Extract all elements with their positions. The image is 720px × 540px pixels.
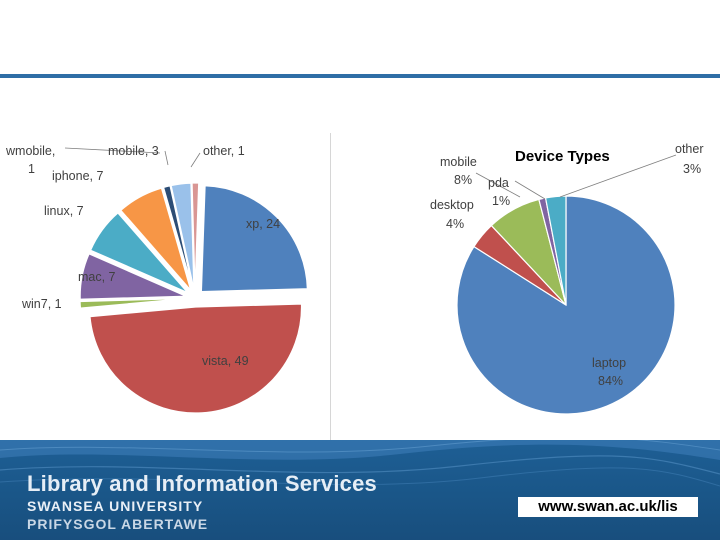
- footer-wave-pattern: [0, 440, 720, 487]
- os-label-mac: mac, 7: [78, 270, 116, 284]
- footer-url[interactable]: www.swan.ac.uk/lis: [518, 497, 698, 517]
- footer-university: SWANSEA UNIVERSITY: [27, 498, 204, 514]
- device-pie-chart: Device Types mobile 8% pda 1% desktop 4%…: [430, 142, 704, 415]
- device-label-other: other: [675, 142, 704, 156]
- os-label-wmobile-value: 1: [28, 162, 35, 176]
- footer-title: Library and Information Services: [27, 471, 377, 496]
- os-label-other: other, 1: [203, 144, 245, 158]
- os-slice-xp: [200, 185, 308, 293]
- leader-line-mobile: [164, 150, 169, 166]
- leader-line-other: [190, 152, 201, 168]
- os-slice-mac: [79, 253, 187, 300]
- device-label-laptop-pct: 84%: [598, 374, 623, 388]
- os-label-linux: linux, 7: [44, 204, 84, 218]
- device-label-mobile: mobile: [440, 155, 477, 169]
- footer-university-welsh: PRIFYSGOL ABERTAWE: [27, 516, 209, 532]
- device-label-desktop-pct: 4%: [446, 217, 464, 231]
- os-slice-iphone: [120, 187, 192, 291]
- leader-line-device-other: [559, 154, 677, 198]
- device-slice-other: [544, 195, 567, 306]
- os-slice-win7: [79, 297, 187, 309]
- os-slice-other: [191, 182, 200, 290]
- device-label-other-pct: 3%: [683, 162, 701, 176]
- os-label-wmobile: wmobile,: [5, 144, 55, 158]
- device-label-pda: pda: [488, 176, 509, 190]
- os-slice-wmobile: [162, 185, 194, 290]
- os-slice-vista: [89, 303, 303, 414]
- pie-charts: wmobile, 1 mobile, 3 other, 1 iphone, 7 …: [5, 142, 704, 415]
- device-label-laptop: laptop: [592, 356, 626, 370]
- os-label-mobile: mobile, 3: [108, 144, 159, 158]
- device-label-desktop: desktop: [430, 198, 474, 212]
- os-label-iphone: iphone, 7: [52, 169, 103, 183]
- header-rule: [0, 74, 720, 78]
- os-slice-mobile: [170, 182, 195, 290]
- os-label-win7: win7, 1: [21, 297, 62, 311]
- device-label-mobile-pct: 8%: [454, 173, 472, 187]
- footer-banner: Library and Information Services SWANSEA…: [0, 440, 720, 540]
- leader-line-wmobile: [64, 147, 161, 154]
- device-chart-title: Device Types: [515, 148, 610, 165]
- leader-line-device-pda: [514, 180, 546, 200]
- os-label-vista: vista, 49: [202, 354, 249, 368]
- os-label-xp: xp, 24: [246, 217, 280, 231]
- os-slice-linux: [89, 212, 189, 294]
- os-pie-chart: wmobile, 1 mobile, 3 other, 1 iphone, 7 …: [5, 144, 308, 414]
- device-label-pda-pct: 1%: [492, 194, 510, 208]
- leader-line-device-mobile: [475, 172, 521, 198]
- os-chart-frame: [0, 133, 331, 440]
